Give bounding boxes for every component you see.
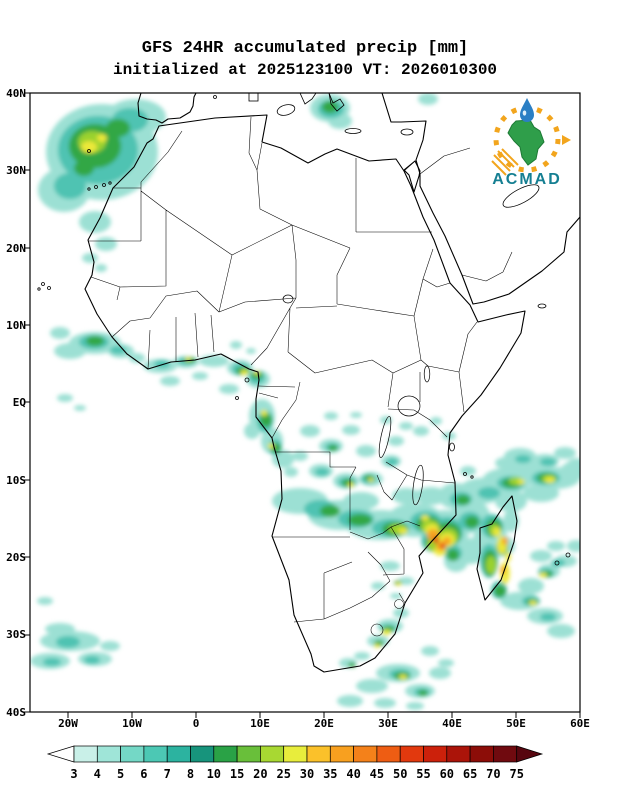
colorbar-cell (399, 745, 424, 763)
colorbar-cell (353, 745, 378, 763)
indian-ocean-islands (449, 303, 571, 566)
colorbar-cell (190, 745, 215, 763)
colorbar-label: 10 (207, 767, 221, 781)
colorbar-label: 35 (323, 767, 337, 781)
colorbar-arrow-right (516, 745, 544, 763)
logo-arrow-icon (562, 135, 571, 145)
greece-coast (328, 93, 345, 112)
colorbar-label: 8 (187, 767, 194, 781)
y-tick-label: 10N (6, 319, 26, 332)
colorbar-cell (120, 745, 145, 763)
swaziland-border (394, 599, 404, 609)
y-tick-label: 20N (6, 242, 26, 255)
logo-water-drop-icon (520, 98, 534, 122)
colorbar-cell (283, 745, 308, 763)
sardinia-island (248, 93, 259, 102)
x-tick-label: 20E (314, 717, 334, 730)
colorbar-label: 20 (253, 767, 267, 781)
sinai-coastline (403, 160, 421, 193)
y-tick-label: 30N (6, 164, 26, 177)
colorbar-arrow-left (46, 745, 75, 763)
colorbar-cell (260, 745, 285, 763)
colorbar-cell (213, 745, 238, 763)
colorbar-label: 3 (70, 767, 77, 781)
lakes (282, 294, 431, 506)
colorbar-cell (96, 745, 121, 763)
colorbar-label: 70 (486, 767, 500, 781)
madagascar-coastline (476, 495, 518, 601)
colorbar-label: 7 (164, 767, 171, 781)
colorbar-cell (73, 745, 98, 763)
y-tick-label: 30S (6, 628, 26, 641)
x-axis-labels: 20W 10W 0 10E 20E 30E 40E 50E 60E (58, 717, 590, 730)
colorbar-label: 45 (370, 767, 384, 781)
colorbar-cell (166, 745, 191, 763)
logo-drop-highlight (522, 110, 527, 116)
colorbar-cell (236, 745, 261, 763)
acmad-logo: ACMAD (491, 98, 571, 188)
colorbar-label: 15 (230, 767, 244, 781)
y-tick-label: 40N (6, 87, 26, 100)
logo-wordmark: ACMAD (492, 171, 562, 188)
x-tick-label: 20W (58, 717, 78, 730)
y-axis-labels: 40N 30N 20N 10N EQ 10S 20S 30S 40S (6, 87, 26, 719)
country-borders (88, 116, 513, 623)
colorbar-cell (143, 745, 168, 763)
colorbar-cell (329, 745, 354, 763)
colorbar-label: 5 (117, 767, 124, 781)
logo-hatch-lines (491, 148, 519, 176)
precip-overlay (30, 93, 580, 710)
atlantic-islands (37, 95, 250, 400)
logo-africa-shape (507, 119, 545, 166)
colorbar-cell (306, 745, 331, 763)
colorbar: 3 4 5 6 7 8 10 15 20 25 30 35 40 45 50 5… (46, 745, 544, 781)
colorbar-label: 30 (300, 767, 314, 781)
colorbar-cell (423, 745, 448, 763)
italy-boot-tip (299, 93, 317, 105)
x-tick-label: 60E (570, 717, 590, 730)
x-tick-label: 30E (378, 717, 398, 730)
y-tick-label: 10S (6, 474, 26, 487)
colorbar-label: 60 (440, 767, 454, 781)
y-tick-label: EQ (13, 396, 27, 409)
y-tick-label: 40S (6, 706, 26, 719)
x-tick-label: 40E (442, 717, 462, 730)
x-tick-label: 10E (250, 717, 270, 730)
africa-coastline (84, 114, 526, 673)
colorbar-label: 6 (140, 767, 147, 781)
colorbar-label: 55 (416, 767, 430, 781)
page-title: GFS 24HR accumulated precip [mm] (142, 39, 468, 58)
axis-tick-marks (24, 92, 581, 718)
x-tick-label: 50E (506, 717, 526, 730)
map-geography (37, 93, 580, 673)
colorbar-label: 40 (346, 767, 360, 781)
colorbar-label: 75 (509, 767, 523, 781)
iberia-coastline (137, 93, 197, 124)
colorbar-cell (446, 745, 471, 763)
colorbar-label: 65 (463, 767, 477, 781)
crete-island (344, 128, 362, 134)
colorbar-label: 4 (94, 767, 101, 781)
precip-band-green (69, 101, 557, 696)
sicily-island (276, 104, 296, 116)
colorbar-label: 50 (393, 767, 407, 781)
colorbar-label: 25 (276, 767, 290, 781)
persian-gulf-outline (502, 184, 540, 208)
lesotho-border (370, 623, 384, 637)
x-tick-label: 0 (193, 717, 200, 730)
arabia-coastline (381, 93, 580, 305)
colorbar-cell (376, 745, 401, 763)
colorbar-cell (493, 745, 518, 763)
cyprus-island (400, 128, 414, 136)
colorbar-labels: 3 4 5 6 7 8 10 15 20 25 30 35 40 45 50 5… (70, 767, 524, 781)
colorbar-cell (469, 745, 494, 763)
page-subtitle: initialized at 2025123100 VT: 2026010300 (113, 61, 497, 79)
y-tick-label: 20S (6, 551, 26, 564)
x-tick-label: 10W (122, 717, 142, 730)
